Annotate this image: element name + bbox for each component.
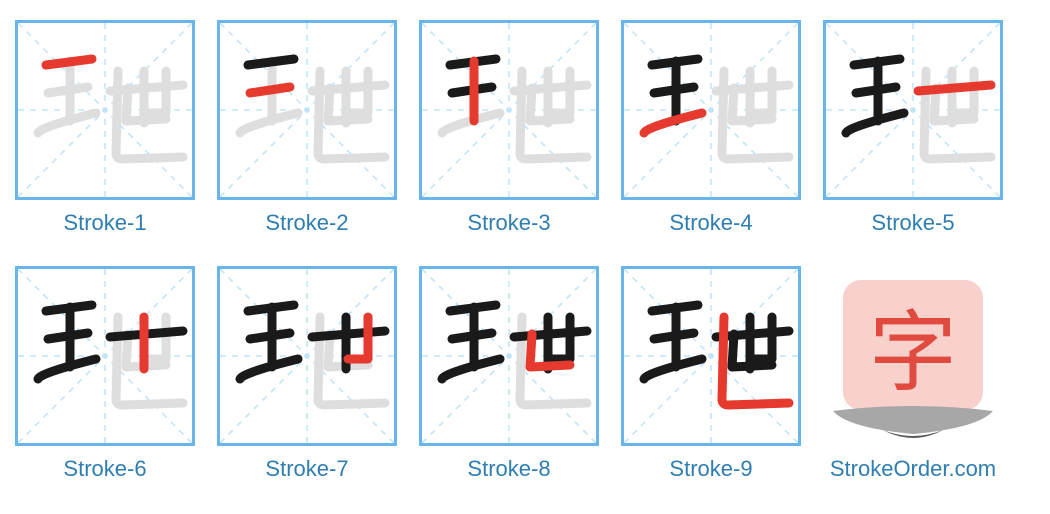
stroke-tile bbox=[419, 20, 599, 200]
stroke-tile bbox=[419, 266, 599, 446]
stroke-caption: Stroke-5 bbox=[871, 210, 954, 236]
stroke-cell: Stroke-7 bbox=[217, 266, 397, 482]
stroke-cell: Stroke-8 bbox=[419, 266, 599, 482]
stroke-caption: Stroke-2 bbox=[265, 210, 348, 236]
logo-cell: 字 StrokeOrder.com bbox=[823, 266, 1003, 482]
stroke-tile bbox=[217, 266, 397, 446]
stroke-cell: Stroke-2 bbox=[217, 20, 397, 236]
logo-char: 字 bbox=[869, 282, 957, 409]
stroke-cell: Stroke-1 bbox=[15, 20, 195, 236]
stroke-caption: Stroke-1 bbox=[63, 210, 146, 236]
stroke-tile bbox=[621, 20, 801, 200]
stroke-cell: Stroke-4 bbox=[621, 20, 801, 236]
row-2: Stroke-6 Stroke-7 Stroke-8 Stroke-9 字 StrokeO… bbox=[15, 266, 1035, 482]
row-1: Stroke-1 Stroke-2 Stroke-3 Stroke-4 Stroke-5 bbox=[15, 20, 1035, 236]
stroke-caption: Stroke-6 bbox=[63, 456, 146, 482]
logo-caption: StrokeOrder.com bbox=[830, 456, 996, 482]
stroke-caption: Stroke-8 bbox=[467, 456, 550, 482]
pencil-icon bbox=[828, 406, 998, 446]
stroke-tile bbox=[15, 20, 195, 200]
stroke-tile bbox=[15, 266, 195, 446]
stroke-grid: Stroke-1 Stroke-2 Stroke-3 Stroke-4 Stroke-5… bbox=[15, 20, 1035, 482]
stroke-cell: Stroke-3 bbox=[419, 20, 599, 236]
stroke-tile bbox=[823, 20, 1003, 200]
stroke-cell: Stroke-9 bbox=[621, 266, 801, 482]
stroke-caption: Stroke-9 bbox=[669, 456, 752, 482]
logo-tile: 字 bbox=[823, 266, 1003, 446]
stroke-cell: Stroke-6 bbox=[15, 266, 195, 482]
logo-rect: 字 bbox=[843, 280, 983, 410]
stroke-tile bbox=[217, 20, 397, 200]
stroke-caption: Stroke-3 bbox=[467, 210, 550, 236]
stroke-cell: Stroke-5 bbox=[823, 20, 1003, 236]
stroke-caption: Stroke-4 bbox=[669, 210, 752, 236]
stroke-tile bbox=[621, 266, 801, 446]
stroke-caption: Stroke-7 bbox=[265, 456, 348, 482]
